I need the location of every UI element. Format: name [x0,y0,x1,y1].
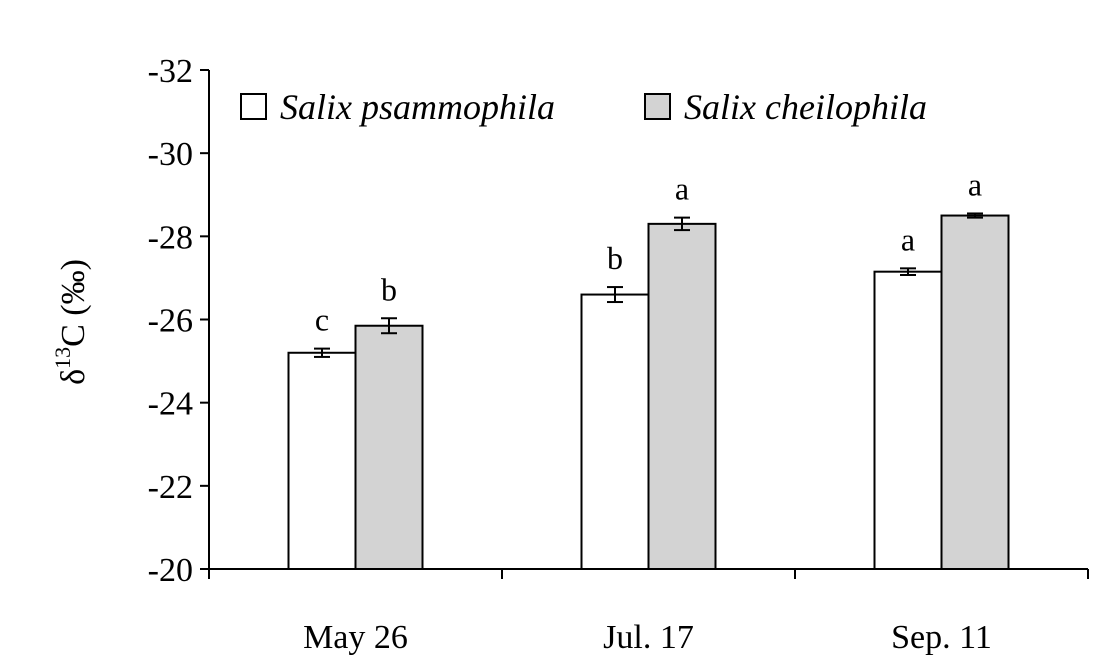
significance-label: b [381,271,397,307]
significance-label: a [675,171,689,207]
bar [580,293,650,570]
bar [873,270,943,570]
bar [354,324,424,570]
y-tick-label: -30 [148,136,193,173]
legend-entry: Salix psammophila [280,87,555,127]
legend-entry: Salix cheilophila [684,87,927,127]
x-category-label: Jul. 17 [603,619,694,656]
significance-label: b [607,240,623,276]
legend: Salix psammophila Salix cheilophila [240,87,927,127]
bar [940,214,1010,571]
significance-label: a [901,221,915,257]
y-tick-label: -32 [148,53,193,90]
legend-swatch [240,93,267,120]
x-category-label: Sep. 11 [891,619,992,656]
y-tick-label: -22 [148,469,193,506]
significance-label: a [968,166,982,202]
legend-swatch [644,93,671,120]
x-axis: May 26 Jul. 17 Sep. 11 [208,568,1089,656]
y-axis-label: δ13C (‰) [50,259,92,385]
x-category-label: May 26 [303,619,408,656]
y-tick-label: -28 [148,219,193,256]
bars: c b a b a a [287,166,1010,571]
y-tick-label: -26 [148,303,193,340]
y-tick-label: -24 [148,386,193,423]
significance-label: c [315,302,329,338]
y-tick-label: -20 [148,552,193,589]
bar [287,351,357,570]
bar [647,222,717,570]
y-axis: -32 -30 -28 -26 -24 -22 -20 [148,53,210,589]
